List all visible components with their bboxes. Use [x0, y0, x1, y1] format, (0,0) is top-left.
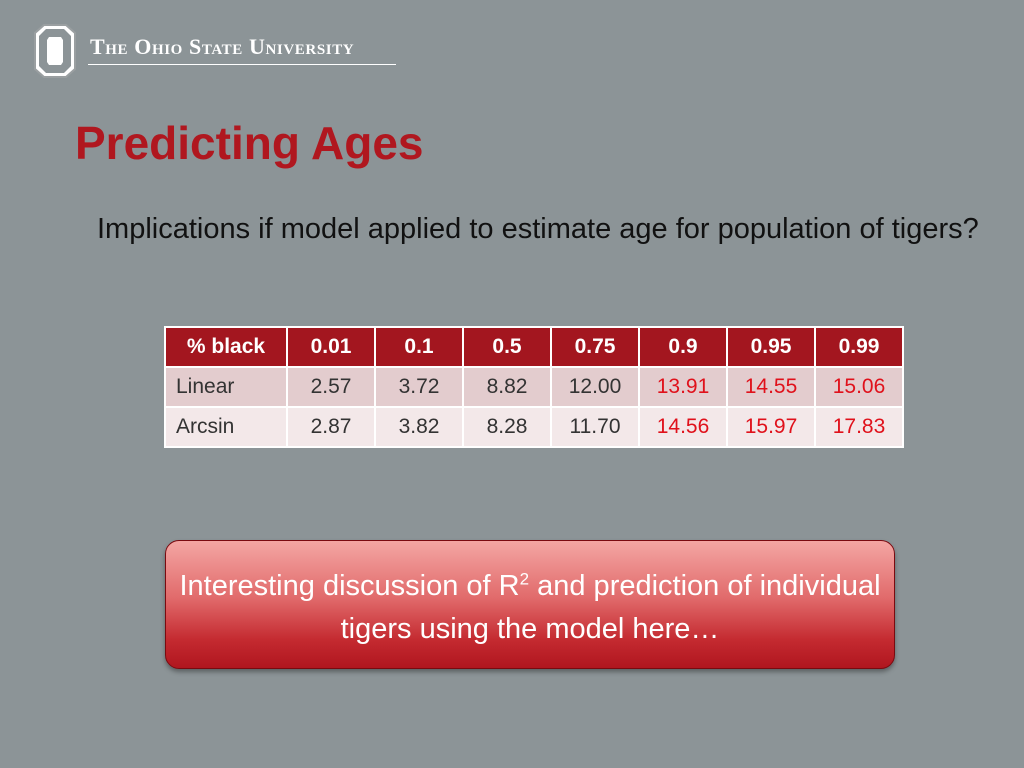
age-prediction-table: % black 0.01 0.1 0.5 0.75 0.9 0.95 0.99 …	[164, 326, 904, 448]
slide-title: Predicting Ages	[75, 117, 424, 169]
table-cell: 2.87	[286, 406, 376, 448]
header-cell: 0.75	[550, 326, 640, 368]
table-cell: 8.28	[462, 406, 552, 448]
table-cell: 3.72	[374, 366, 464, 408]
table-cell: 8.82	[462, 366, 552, 408]
table-row-linear: Linear 2.57 3.72 8.82 12.00 13.91 14.55 …	[164, 366, 904, 408]
header-cell: 0.01	[286, 326, 376, 368]
row-label: Arcsin	[164, 406, 288, 448]
bullet-text: Implications if model applied to estimat…	[97, 213, 979, 245]
header-cell: % black	[164, 326, 288, 368]
header-rule	[88, 64, 396, 65]
table-cell-highlighted: 15.06	[814, 366, 904, 408]
discussion-callout: Interesting discussion of R2 and predict…	[165, 540, 895, 669]
table-cell-highlighted: 14.55	[726, 366, 816, 408]
table-cell: 12.00	[550, 366, 640, 408]
header-cell: 0.95	[726, 326, 816, 368]
row-label: Linear	[164, 366, 288, 408]
table-header-row: % black 0.01 0.1 0.5 0.75 0.9 0.95 0.99	[164, 326, 904, 368]
header-cell: 0.9	[638, 326, 728, 368]
callout-superscript: 2	[519, 569, 530, 589]
table-cell: 3.82	[374, 406, 464, 448]
block-o-logo-icon	[34, 24, 76, 78]
callout-text-start: Interesting discussion of R	[179, 570, 520, 602]
header-cell: 0.1	[374, 326, 464, 368]
table-cell: 11.70	[550, 406, 640, 448]
callout-text-end: and prediction of individual tigers usin…	[340, 570, 881, 645]
table-cell-highlighted: 15.97	[726, 406, 816, 448]
header-cell: 0.5	[462, 326, 552, 368]
table-cell-highlighted: 17.83	[814, 406, 904, 448]
university-name: The Ohio State University	[90, 34, 355, 59]
header-cell: 0.99	[814, 326, 904, 368]
table-cell-highlighted: 14.56	[638, 406, 728, 448]
table-row-arcsin: Arcsin 2.87 3.82 8.28 11.70 14.56 15.97 …	[164, 406, 904, 448]
osu-logo: The Ohio State University	[34, 24, 354, 78]
table-cell-highlighted: 13.91	[638, 366, 728, 408]
table-cell: 2.57	[286, 366, 376, 408]
